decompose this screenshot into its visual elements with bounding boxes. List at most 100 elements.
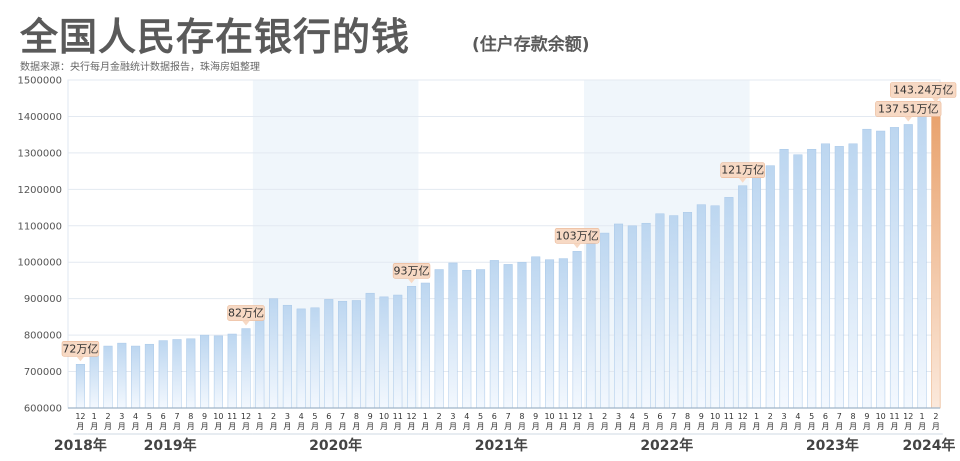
month-label: 2: [768, 412, 773, 421]
month-label: 2: [602, 412, 607, 421]
month-label: 7: [340, 412, 345, 421]
month-suffix: 月: [849, 422, 857, 431]
month-label: 3: [616, 412, 621, 421]
bar: [765, 165, 775, 409]
callout-pointer: [241, 320, 250, 326]
month-label: 9: [202, 412, 207, 421]
month-suffix: 月: [518, 422, 526, 431]
year-band: [584, 80, 750, 408]
bar: [876, 130, 886, 409]
bar: [75, 364, 85, 409]
month-label: 1: [754, 412, 759, 421]
bar: [627, 225, 637, 409]
month-label: 6: [823, 412, 828, 421]
year-band: [252, 80, 419, 408]
month-label: 11: [393, 412, 403, 421]
callout-pointer: [931, 97, 940, 103]
month-label: 12: [241, 412, 251, 421]
bar: [144, 343, 154, 409]
month-suffix: 月: [297, 422, 305, 431]
y-tick-label: 1100000: [17, 221, 62, 232]
month-label: 10: [379, 412, 389, 421]
month-suffix: 月: [601, 422, 609, 431]
bar: [820, 143, 831, 409]
month-label: 5: [478, 412, 483, 421]
bar: [917, 116, 927, 409]
bar: [903, 124, 913, 409]
month-suffix: 月: [394, 422, 402, 431]
month-suffix: 月: [408, 422, 416, 431]
month-suffix: 月: [587, 422, 595, 431]
bar: [655, 213, 665, 409]
month-suffix: 月: [132, 422, 140, 431]
bar: [255, 317, 265, 409]
month-label: 8: [354, 412, 359, 421]
bar: [613, 223, 624, 409]
month-label: 1: [92, 412, 97, 421]
month-label: 10: [213, 412, 223, 421]
bar: [531, 256, 541, 409]
callout-box: [890, 82, 957, 98]
month-suffix: 月: [490, 422, 498, 431]
month-label: 4: [464, 412, 469, 421]
callout-label: 121万亿: [721, 164, 764, 177]
bar: [158, 340, 168, 409]
bar: [407, 286, 417, 409]
bar: [241, 328, 251, 409]
bar: [269, 298, 279, 409]
bar: [572, 251, 582, 409]
month-label: 2: [105, 412, 110, 421]
bar: [558, 258, 568, 409]
month-label: 6: [492, 412, 497, 421]
bar: [476, 269, 486, 409]
month-label: 8: [685, 412, 690, 421]
y-tick-label: 1000000: [17, 258, 62, 269]
month-suffix: 月: [463, 422, 471, 431]
month-label: 3: [119, 412, 124, 421]
month-label: 5: [809, 412, 814, 421]
month-label: 5: [147, 412, 152, 421]
month-label: 5: [312, 412, 317, 421]
callout-label: 143.24万亿: [893, 84, 954, 97]
year-label: 2019年: [144, 437, 197, 454]
month-suffix: 月: [766, 422, 774, 431]
bar: [545, 259, 555, 409]
callout-label: 72万亿: [62, 342, 98, 355]
y-tick-label: 1200000: [17, 185, 62, 196]
month-suffix: 月: [752, 422, 760, 431]
month-suffix: 月: [835, 422, 843, 431]
bar: [738, 185, 748, 409]
data-source-note: 数据来源：央行每月金融统计数据报告，珠海房姐整理: [20, 62, 260, 73]
month-suffix: 月: [780, 422, 788, 431]
month-suffix: 月: [863, 422, 871, 431]
bar: [282, 304, 292, 409]
bar: [586, 241, 596, 409]
month-suffix: 月: [628, 422, 636, 431]
month-suffix: 月: [615, 422, 623, 431]
month-suffix: 月: [890, 422, 898, 431]
month-label: 11: [724, 412, 734, 421]
month-label: 7: [506, 412, 511, 421]
bar: [117, 342, 127, 409]
month-label: 6: [326, 412, 331, 421]
month-suffix: 月: [546, 422, 554, 431]
bar: [338, 300, 348, 409]
callout-pointer: [904, 116, 913, 122]
y-tick-label: 700000: [24, 367, 62, 378]
month-label: 11: [558, 412, 568, 421]
bar: [365, 292, 375, 409]
month-suffix: 月: [380, 422, 388, 431]
month-suffix: 月: [339, 422, 347, 431]
month-label: 10: [710, 412, 720, 421]
month-suffix: 月: [697, 422, 705, 431]
month-suffix: 月: [477, 422, 485, 431]
bar: [434, 269, 444, 409]
month-label: 6: [161, 412, 166, 421]
bar: [200, 334, 210, 409]
month-suffix: 月: [311, 422, 319, 431]
month-label: 2: [437, 412, 442, 421]
bar: [724, 197, 734, 409]
month-label: 12: [572, 412, 582, 421]
